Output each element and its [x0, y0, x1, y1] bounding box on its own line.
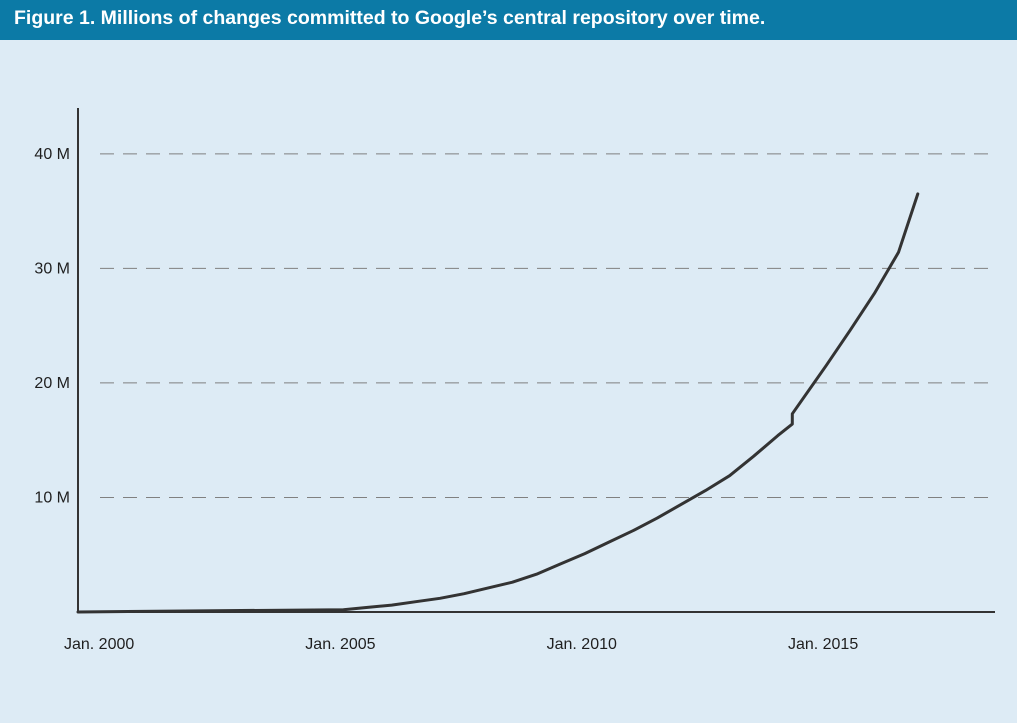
x-tick-label: Jan. 2010 [547, 636, 617, 653]
figure-title: Figure 1. Millions of changes committed … [14, 7, 766, 29]
y-tick-label: 30 M [34, 260, 70, 277]
x-tick-label: Jan. 2015 [788, 636, 858, 653]
x-axis-tick-labels: Jan. 2000 Jan. 2005 Jan. 2010 Jan. 2015 [64, 636, 858, 653]
y-tick-label: 10 M [34, 489, 70, 506]
series-line-0 [76, 192, 920, 614]
series [76, 192, 920, 614]
x-tick-label: Jan. 2005 [305, 636, 375, 653]
y-tick-label: 20 M [34, 375, 70, 392]
y-axis-tick-labels: 10 M 20 M 30 M 40 M [34, 146, 70, 507]
figure-header: Figure 1. Millions of changes committed … [0, 0, 1017, 40]
y-tick-label: 40 M [34, 146, 70, 163]
x-tick-label: Jan. 2000 [64, 636, 134, 653]
gridlines [100, 153, 995, 498]
